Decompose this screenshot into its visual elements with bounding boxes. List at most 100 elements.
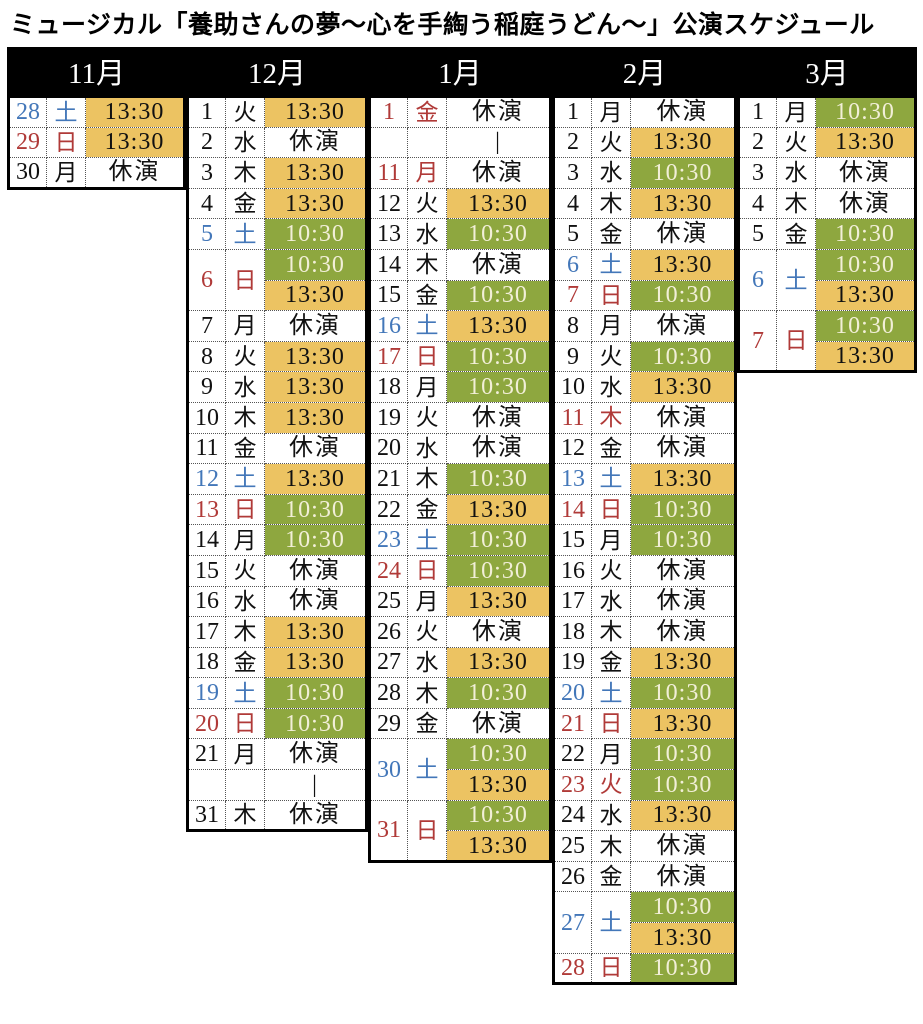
date-cell: 12 xyxy=(187,463,226,495)
show-time-cell: 13:30 xyxy=(264,463,367,495)
show-time-cell: 休演 xyxy=(815,187,916,220)
month-table-february: 1 月休演 2 火 13:30 3 水 10:30 4 木 13:30 5 金休演 6 土 13:30 7 日 10… xyxy=(552,95,737,986)
show-time-cell: 13:30 xyxy=(815,340,916,373)
day-of-week-cell: 月 xyxy=(591,310,631,342)
schedule-row-second-show: 13:30 xyxy=(554,922,736,954)
show-time-cell: 10:30 xyxy=(630,769,736,801)
show-time-cell: | xyxy=(264,769,367,801)
show-time-cell: 休演 xyxy=(815,157,916,189)
schedule-row: 21 日 13:30 xyxy=(553,707,736,740)
day-of-week-cell: 火 xyxy=(591,340,631,373)
schedule-row: 10 水 13:30 xyxy=(553,371,736,403)
schedule-row: 9 火 10:30 xyxy=(553,340,736,373)
schedule-row: 11 月休演 xyxy=(369,157,551,189)
date-cell: 9 xyxy=(553,340,592,373)
day-of-week-cell: 月 xyxy=(407,157,447,189)
day-of-week-cell: 木 xyxy=(225,616,265,648)
show-time-cell: 休演 xyxy=(630,96,736,128)
day-of-week-cell: 月 xyxy=(225,524,265,556)
schedule-row: 13 土 13:30 xyxy=(553,463,736,495)
date-cell: 18 xyxy=(369,371,408,403)
schedule-row: 25 木休演 xyxy=(553,830,736,862)
show-time-cell: 13:30 xyxy=(264,616,367,648)
show-time-cell: 休演 xyxy=(630,218,736,250)
date-cell: 14 xyxy=(553,493,592,526)
schedule-row: 24 水 13:30 xyxy=(553,799,736,832)
show-time-cell: 13:30 xyxy=(264,371,367,403)
date-cell: 28 xyxy=(8,96,47,128)
schedule-row: 5 金 10:30 xyxy=(738,218,916,250)
date-cell: 5 xyxy=(553,218,592,250)
day-of-week-cell: 水 xyxy=(776,157,816,189)
schedule-row: 4 木休演 xyxy=(738,187,916,220)
date-cell: 24 xyxy=(553,799,592,832)
date-cell: 6 xyxy=(553,248,592,281)
date-cell: 23 xyxy=(553,769,592,801)
schedule-row: 5 土 10:30 xyxy=(187,218,367,250)
day-of-week-cell: 土 xyxy=(46,96,86,128)
show-time-cell: 休演 xyxy=(85,157,185,189)
schedule-row: 20 土 10:30 xyxy=(553,677,736,709)
schedule-row: 17 水休演 xyxy=(553,585,736,618)
show-time-cell: 13:30 xyxy=(446,646,551,679)
date-cell: 2 xyxy=(553,126,592,159)
day-of-week-cell: 木 xyxy=(591,830,631,862)
date-cell: 30 xyxy=(369,738,408,801)
schedule-row: 12 金休演 xyxy=(553,432,736,465)
show-time-cell: 10:30 xyxy=(446,677,551,709)
day-of-week-cell: 月 xyxy=(407,585,447,618)
schedule-row: 7 月休演 xyxy=(187,310,367,342)
date-cell: 4 xyxy=(553,187,592,220)
month-header-december: 12月 xyxy=(247,58,306,90)
show-time-cell: 休演 xyxy=(630,585,736,618)
show-time-cell: 13:30 xyxy=(264,646,367,679)
date-cell: 14 xyxy=(369,248,408,281)
date-cell: 12 xyxy=(369,187,408,220)
schedule-row: 29 金休演 xyxy=(369,707,551,740)
schedule-row: 29 日 13:30 xyxy=(8,126,185,159)
schedule-row: 30 月休演 xyxy=(8,157,185,189)
day-of-week-cell: 日 xyxy=(46,126,86,159)
show-time-cell: 休演 xyxy=(446,707,551,740)
schedule-row: 20 日 10:30 xyxy=(187,707,367,740)
day-of-week-cell: 月 xyxy=(407,371,447,403)
schedule-row: 2 火 13:30 xyxy=(738,126,916,159)
day-of-week-cell: 火 xyxy=(591,126,631,159)
date-cell: 2 xyxy=(738,126,777,159)
date-cell: 28 xyxy=(553,952,592,985)
show-time-cell: 10:30 xyxy=(815,248,916,281)
date-cell: 3 xyxy=(187,157,226,189)
schedule-row: 17 木 13:30 xyxy=(187,616,367,648)
day-of-week-cell: 水 xyxy=(407,218,447,250)
schedule-row: 11 木休演 xyxy=(553,401,736,434)
show-time-cell: 10:30 xyxy=(446,279,551,312)
day-of-week-cell: 金 xyxy=(591,432,631,465)
schedule-row: 7 日 10:30 xyxy=(553,279,736,312)
show-time-cell: 10:30 xyxy=(630,891,736,924)
show-time-cell: 13:30 xyxy=(85,126,185,159)
date-cell: 25 xyxy=(369,585,408,618)
date-cell: 1 xyxy=(369,96,408,128)
day-of-week-cell: 月 xyxy=(225,310,265,342)
day-of-week-cell: 水 xyxy=(407,646,447,679)
schedule-row: 15 月 10:30 xyxy=(553,524,736,556)
schedule-row: 5 金休演 xyxy=(553,218,736,250)
day-of-week-cell: 土 xyxy=(407,524,447,556)
schedule-row: 11 金休演 xyxy=(187,432,367,465)
show-time-cell: 休演 xyxy=(630,401,736,434)
day-of-week-cell: 木 xyxy=(225,401,265,434)
schedule-row: 23 土 10:30 xyxy=(369,524,551,556)
schedule-row-second-show: 13:30 xyxy=(370,769,551,801)
day-of-week-cell: 日 xyxy=(591,707,631,740)
schedule-row: 30 土 10:30 xyxy=(369,738,551,801)
day-of-week-cell: 金 xyxy=(225,187,265,220)
date-cell: 5 xyxy=(738,218,777,250)
date-cell: 3 xyxy=(553,157,592,189)
date-cell: 27 xyxy=(369,646,408,679)
schedule-row-second-show: 13:30 xyxy=(188,279,367,312)
show-time-cell: 10:30 xyxy=(630,738,736,771)
show-time-cell: 10:30 xyxy=(815,96,916,128)
show-time-cell: 休演 xyxy=(630,860,736,893)
month-table-november: 28 土 13:30 29 日 13:30 30 月休演 xyxy=(7,95,186,190)
date-cell: 16 xyxy=(369,310,408,342)
